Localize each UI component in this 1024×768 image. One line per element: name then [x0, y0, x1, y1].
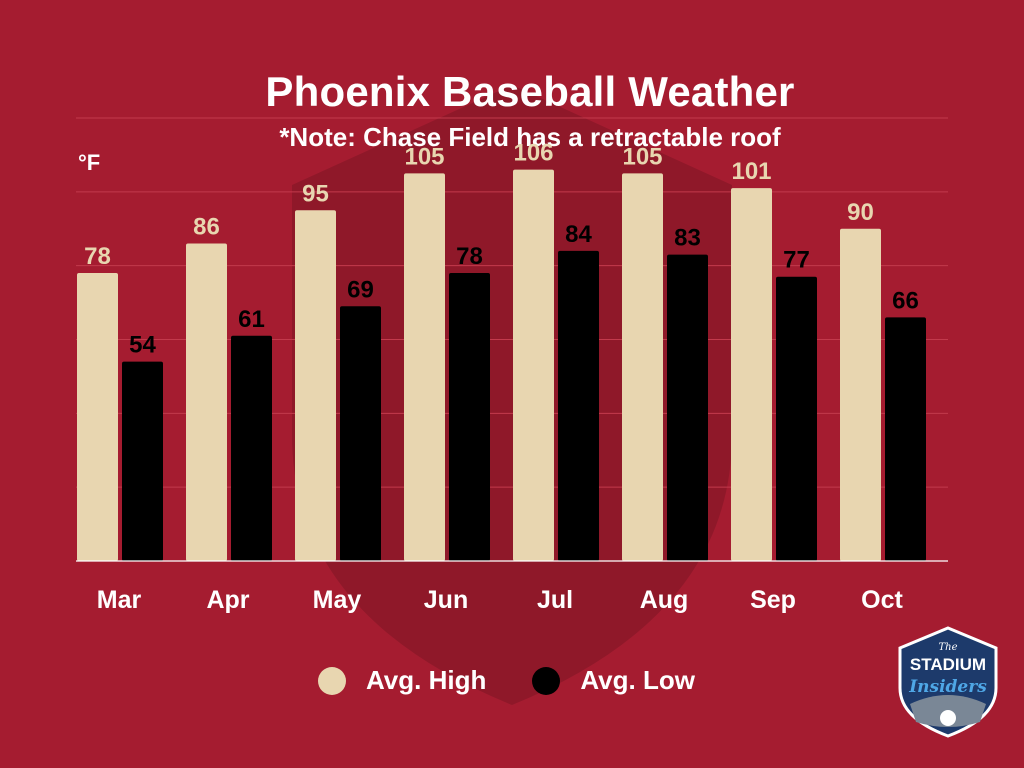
bar-low [885, 317, 926, 561]
bar-low [449, 273, 490, 561]
bar-high [731, 188, 772, 561]
bar-high [840, 228, 881, 561]
data-label-low: 69 [347, 276, 374, 303]
bar-low [776, 276, 817, 561]
chart-subtitle: *Note: Chase Field has a retractable roo… [279, 122, 781, 152]
bar-high [622, 173, 663, 561]
data-label-low: 77 [783, 247, 810, 274]
x-tick-label: Jun [424, 586, 468, 614]
data-label-low: 66 [892, 287, 919, 314]
bar-low [667, 254, 708, 561]
bar-high [513, 169, 554, 561]
legend: Avg. High Avg. Low [318, 665, 741, 696]
svg-text:The: The [938, 642, 957, 653]
data-label-high: 95 [302, 180, 329, 207]
bar-high [404, 173, 445, 561]
legend-label-high: Avg. High [366, 665, 487, 695]
data-label-low: 84 [565, 221, 592, 248]
bar-low [231, 335, 272, 561]
bar-low [122, 361, 163, 561]
bar-low [558, 250, 599, 561]
data-label-high: 78 [84, 243, 111, 270]
svg-text:Insiders: Insiders [908, 677, 987, 697]
stadium-insiders-logo: The STADIUM Insiders [898, 626, 998, 738]
svg-text:STADIUM: STADIUM [910, 655, 986, 674]
x-tick-label: Aug [640, 586, 689, 614]
chart-title: Phoenix Baseball Weather [265, 68, 795, 115]
legend-item-high[interactable]: Avg. High [318, 665, 486, 696]
data-label-high: 90 [847, 199, 874, 226]
bar-high [77, 273, 118, 561]
data-label-high: 86 [193, 214, 220, 241]
bar-high [295, 210, 336, 561]
legend-label-low: Avg. Low [580, 665, 695, 695]
data-label-low: 78 [456, 243, 483, 270]
data-label-low: 61 [238, 306, 265, 333]
x-tick-label: Sep [750, 586, 796, 614]
x-tick-label: Oct [861, 586, 903, 614]
data-label-low: 83 [674, 225, 701, 252]
x-tick-label: Mar [97, 586, 142, 614]
data-label-high: 105 [404, 143, 444, 170]
legend-swatch-high [318, 666, 346, 695]
legend-item-low[interactable]: Avg. Low [532, 665, 695, 696]
data-label-high: 106 [513, 140, 553, 167]
x-tick-label: Jul [537, 586, 573, 614]
data-label-high: 101 [731, 158, 771, 185]
y-axis-unit: °F [78, 150, 101, 175]
bar-high [186, 243, 227, 561]
x-tick-label: Apr [206, 586, 249, 614]
data-label-high: 105 [622, 143, 662, 170]
legend-swatch-low [532, 666, 561, 695]
bar-low [340, 306, 381, 561]
x-tick-label: May [313, 586, 362, 614]
data-label-low: 54 [129, 332, 156, 359]
